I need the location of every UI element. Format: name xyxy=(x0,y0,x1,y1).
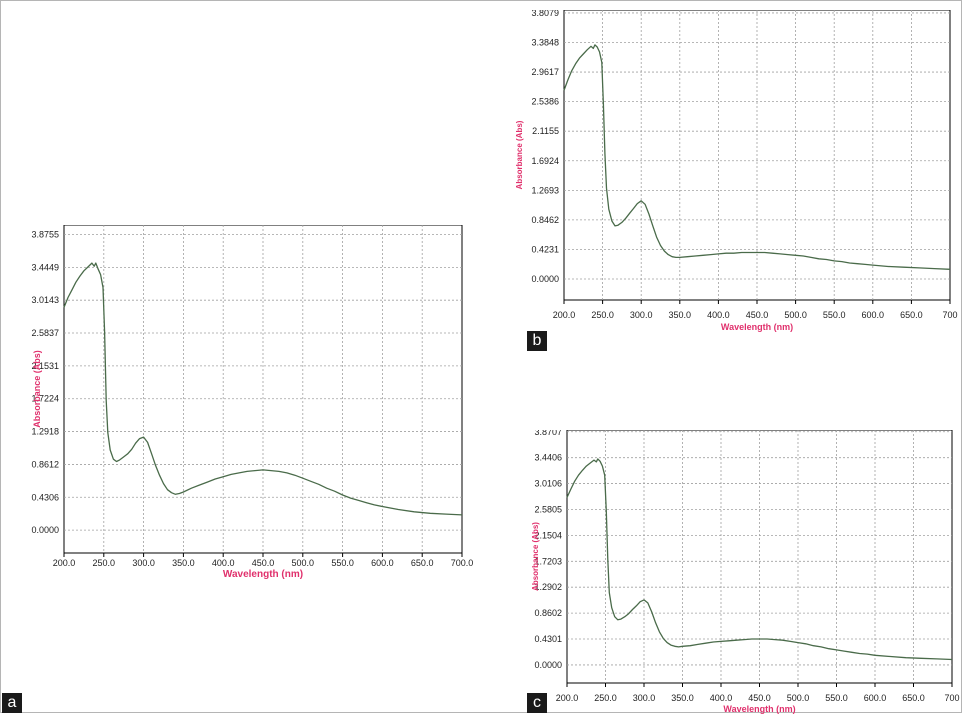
x-tick-label: 550.0 xyxy=(331,558,354,568)
x-tick-label: 600.0 xyxy=(371,558,394,568)
x-tick-label: 200.0 xyxy=(556,693,579,703)
chart-svg-a: 200.0 250.0 300.0 350.0 400.0 450.0 500.0 550.0… xyxy=(31,225,474,580)
chart-svg-c: 200.0 250.0 300.0 350.0 400.0 450.0 500.0 550.0… xyxy=(531,430,960,714)
y-axis-title: Absorbance (Abs) xyxy=(515,120,524,189)
x-tick-label: 250.0 xyxy=(93,558,116,568)
x-tick-label: 400.0 xyxy=(212,558,235,568)
chart-panel-a: 200.0 250.0 300.0 350.0 400.0 450.0 500.0 550.0… xyxy=(30,225,478,583)
y-axis-title: Absorbance (Abs) xyxy=(531,522,540,591)
y-tick-label: 3.8755 xyxy=(31,229,59,239)
y-tick-label: 0.0000 xyxy=(534,660,562,670)
y-tick-label: 2.5386 xyxy=(531,97,559,107)
chart-panel-b: 200.0 250.0 300.0 350.0 400.0 450.0 500.0 550.0… xyxy=(514,10,964,335)
y-tick-label: 0.8612 xyxy=(31,459,59,469)
x-tick-label: 250.0 xyxy=(594,693,617,703)
y-tick-label: 3.8707 xyxy=(534,430,562,437)
chart-panel-c: 200.0 250.0 300.0 350.0 400.0 450.0 500.0 550.0… xyxy=(522,430,964,715)
x-axis-title: Wavelength (nm) xyxy=(723,704,795,714)
x-tick-label: 500.0 xyxy=(787,693,810,703)
series-line-a xyxy=(63,262,463,516)
x-tick-label: 450.0 xyxy=(746,310,769,320)
x-tick-label: 350.0 xyxy=(671,693,694,703)
x-tick-label: 200.0 xyxy=(553,310,576,320)
y-tick-label: 3.0143 xyxy=(31,295,59,305)
x-axis-title: Wavelength (nm) xyxy=(223,569,303,580)
y-tick-label: 1.2902 xyxy=(534,582,562,592)
y-tick-label: 0.0000 xyxy=(531,274,559,284)
x-tick-label: 600.0 xyxy=(864,693,887,703)
x-tick-label: 350.0 xyxy=(669,310,692,320)
series-line-b xyxy=(563,44,951,270)
x-tick-label: 600.0 xyxy=(862,310,885,320)
series-line-c xyxy=(566,458,953,661)
y-tick-label: 2.1504 xyxy=(534,530,562,540)
x-tick-label: 650.0 xyxy=(902,693,925,703)
y-tick-label: 1.7203 xyxy=(534,556,562,566)
y-tick-label: 0.4231 xyxy=(531,244,559,254)
y-tick-label: 1.6924 xyxy=(531,156,559,166)
x-tick-label: 700.0 xyxy=(451,558,474,568)
y-tick-label: 0.8602 xyxy=(534,608,562,618)
y-tick-label: 1.7224 xyxy=(31,394,59,404)
panel-letter-c: c xyxy=(527,693,547,713)
x-tick-label: 400.0 xyxy=(710,693,733,703)
y-tick-label: 3.4406 xyxy=(534,453,562,463)
x-tick-label: 500.0 xyxy=(292,558,315,568)
x-axis-title: Wavelength (nm) xyxy=(721,322,793,332)
x-tick-label: 700 xyxy=(944,693,959,703)
chart-svg-b: 200.0 250.0 300.0 350.0 400.0 450.0 500.0 550.0… xyxy=(515,10,958,332)
y-axis-title: Absorbance (Abs) xyxy=(32,350,42,428)
y-tick-label: 2.1155 xyxy=(532,126,559,136)
x-tick-label: 550.0 xyxy=(823,310,846,320)
plot-area xyxy=(566,430,953,684)
x-tick-label: 450.0 xyxy=(252,558,275,568)
y-tick-label: 0.4301 xyxy=(534,634,562,644)
x-tick-label: 350.0 xyxy=(172,558,195,568)
panel-letter-b: b xyxy=(527,331,547,351)
y-tick-label: 2.1531 xyxy=(31,361,59,371)
panel-letter-a: a xyxy=(2,693,22,713)
x-tick-label: 300.0 xyxy=(132,558,155,568)
y-tick-label: 1.2918 xyxy=(31,427,59,437)
x-tick-label: 300.0 xyxy=(633,693,656,703)
x-tick-label: 500.0 xyxy=(784,310,807,320)
y-tick-label: 3.8079 xyxy=(531,10,559,18)
y-tick-label: 0.0000 xyxy=(31,525,59,535)
x-tick-label: 400.0 xyxy=(707,310,730,320)
x-tick-label: 550.0 xyxy=(825,693,848,703)
x-tick-label: 650.0 xyxy=(900,310,923,320)
y-tick-label: 2.9617 xyxy=(531,67,559,77)
y-tick-label: 3.3848 xyxy=(531,38,559,48)
y-tick-label: 3.0106 xyxy=(534,479,562,489)
x-tick-label: 200.0 xyxy=(53,558,76,568)
y-tick-label: 0.8462 xyxy=(531,215,559,225)
y-tick-label: 1.2693 xyxy=(531,185,559,195)
x-tick-label: 450.0 xyxy=(748,693,771,703)
y-tick-label: 0.4306 xyxy=(31,492,59,502)
y-tick-label: 2.5805 xyxy=(534,504,562,514)
x-tick-label: 650.0 xyxy=(411,558,434,568)
x-tick-label: 700 xyxy=(942,310,957,320)
y-tick-label: 3.4449 xyxy=(31,262,59,272)
x-tick-label: 250.0 xyxy=(591,310,614,320)
y-tick-label: 2.5837 xyxy=(31,328,59,338)
x-tick-label: 300.0 xyxy=(630,310,653,320)
